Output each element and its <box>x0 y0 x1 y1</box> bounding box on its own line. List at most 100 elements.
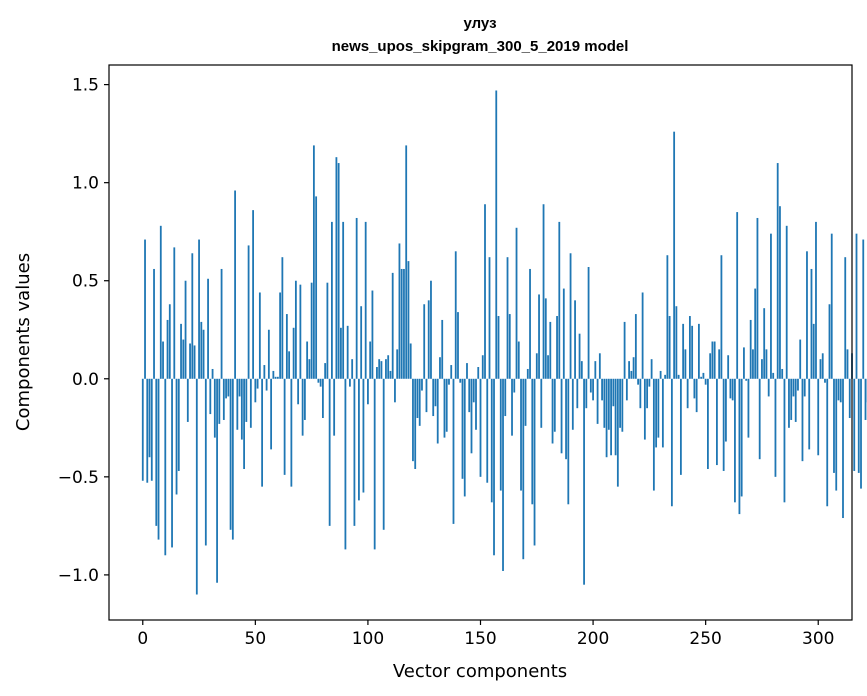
bar-288 <box>790 378 793 420</box>
bar-242 <box>686 378 689 409</box>
bar-306 <box>830 233 833 379</box>
bar-257 <box>720 255 723 379</box>
bar-245 <box>693 378 696 399</box>
bar-289 <box>792 378 795 397</box>
bar-111 <box>391 272 394 379</box>
bar-68 <box>294 280 297 379</box>
chart-title-line2: news_upos_skipgram_300_5_2019 model <box>332 38 629 55</box>
bar-44 <box>240 378 243 440</box>
bar-139 <box>454 251 457 379</box>
bar-296 <box>808 378 811 450</box>
bar-314 <box>848 378 851 419</box>
bar-62 <box>281 257 284 379</box>
bar-82 <box>326 282 329 379</box>
bar-4 <box>150 378 153 481</box>
bar-25 <box>198 239 200 379</box>
y-tick-label: 0.5 <box>72 272 99 292</box>
bar-90 <box>344 378 347 550</box>
bar-48 <box>249 378 252 428</box>
bar-113 <box>396 349 399 379</box>
bar-21 <box>189 343 191 379</box>
bar-8 <box>159 225 162 379</box>
bar-253 <box>711 341 714 379</box>
bar-29 <box>207 278 209 379</box>
bar-129 <box>432 378 435 417</box>
bar-114 <box>398 243 401 379</box>
bar-280 <box>772 372 775 379</box>
bar-247 <box>697 323 700 379</box>
bar-221 <box>639 378 642 409</box>
bars-group <box>141 90 867 595</box>
bar-199 <box>589 378 592 393</box>
y-tick-label: 1.5 <box>72 76 99 96</box>
bar-255 <box>716 378 718 466</box>
bar-31 <box>211 368 214 379</box>
bar-188 <box>565 378 567 460</box>
bar-270 <box>749 319 752 379</box>
bar-80 <box>321 378 324 419</box>
bar-203 <box>598 353 601 379</box>
bar-249 <box>702 372 705 379</box>
bar-43 <box>238 378 241 397</box>
bar-248 <box>700 376 703 379</box>
bar-170 <box>524 378 527 426</box>
bar-196 <box>583 378 585 585</box>
bar-308 <box>835 378 838 491</box>
bar-65 <box>288 351 291 379</box>
bar-102 <box>371 290 374 379</box>
bar-316 <box>853 378 856 471</box>
bar-60 <box>276 376 279 379</box>
bar-275 <box>761 359 763 379</box>
bar-58 <box>272 370 275 379</box>
bar-135 <box>445 378 448 432</box>
bar-26 <box>200 321 203 379</box>
bar-61 <box>279 292 282 379</box>
bar-86 <box>335 157 338 379</box>
bar-279 <box>770 233 772 379</box>
bar-213 <box>621 378 624 432</box>
bar-11 <box>166 319 169 379</box>
bar-233 <box>666 255 669 379</box>
bar-283 <box>779 206 781 379</box>
bar-83 <box>328 378 331 526</box>
x-axis-label: Vector components <box>393 661 567 682</box>
bar-130 <box>434 378 437 407</box>
bar-75 <box>310 282 313 379</box>
bar-223 <box>643 378 646 440</box>
bar-286 <box>785 225 788 379</box>
y-axis-ticks: −1.0 −0.5 0.0 0.5 1.0 1.5 <box>58 76 109 586</box>
bar-28 <box>204 378 207 546</box>
bar-234 <box>668 316 671 379</box>
bar-320 <box>862 239 865 379</box>
bar-212 <box>619 378 621 428</box>
bar-122 <box>416 378 419 419</box>
bar-301 <box>819 359 822 379</box>
bar-225 <box>648 378 651 387</box>
bar-72 <box>303 378 306 420</box>
bar-91 <box>346 325 349 379</box>
bar-204 <box>601 378 603 401</box>
bar-218 <box>632 357 635 379</box>
bar-147 <box>472 378 475 403</box>
bar-128 <box>430 280 432 379</box>
bar-244 <box>691 325 694 379</box>
bar-134 <box>443 378 446 438</box>
bar-18 <box>182 339 185 379</box>
bar-16 <box>177 378 180 471</box>
bar-76 <box>312 145 315 379</box>
bar-97 <box>360 306 363 379</box>
bar-184 <box>556 316 558 379</box>
bar-165 <box>513 378 516 393</box>
bar-41 <box>234 190 236 379</box>
bar-220 <box>637 378 640 385</box>
bar-183 <box>553 378 556 432</box>
bar-252 <box>709 353 712 379</box>
bar-208 <box>610 378 612 456</box>
bar-276 <box>763 308 766 379</box>
x-tick-label: 200 <box>577 629 609 649</box>
bar-153 <box>486 378 489 483</box>
bar-34 <box>218 378 221 424</box>
bar-125 <box>423 304 426 379</box>
bar-186 <box>560 378 563 454</box>
